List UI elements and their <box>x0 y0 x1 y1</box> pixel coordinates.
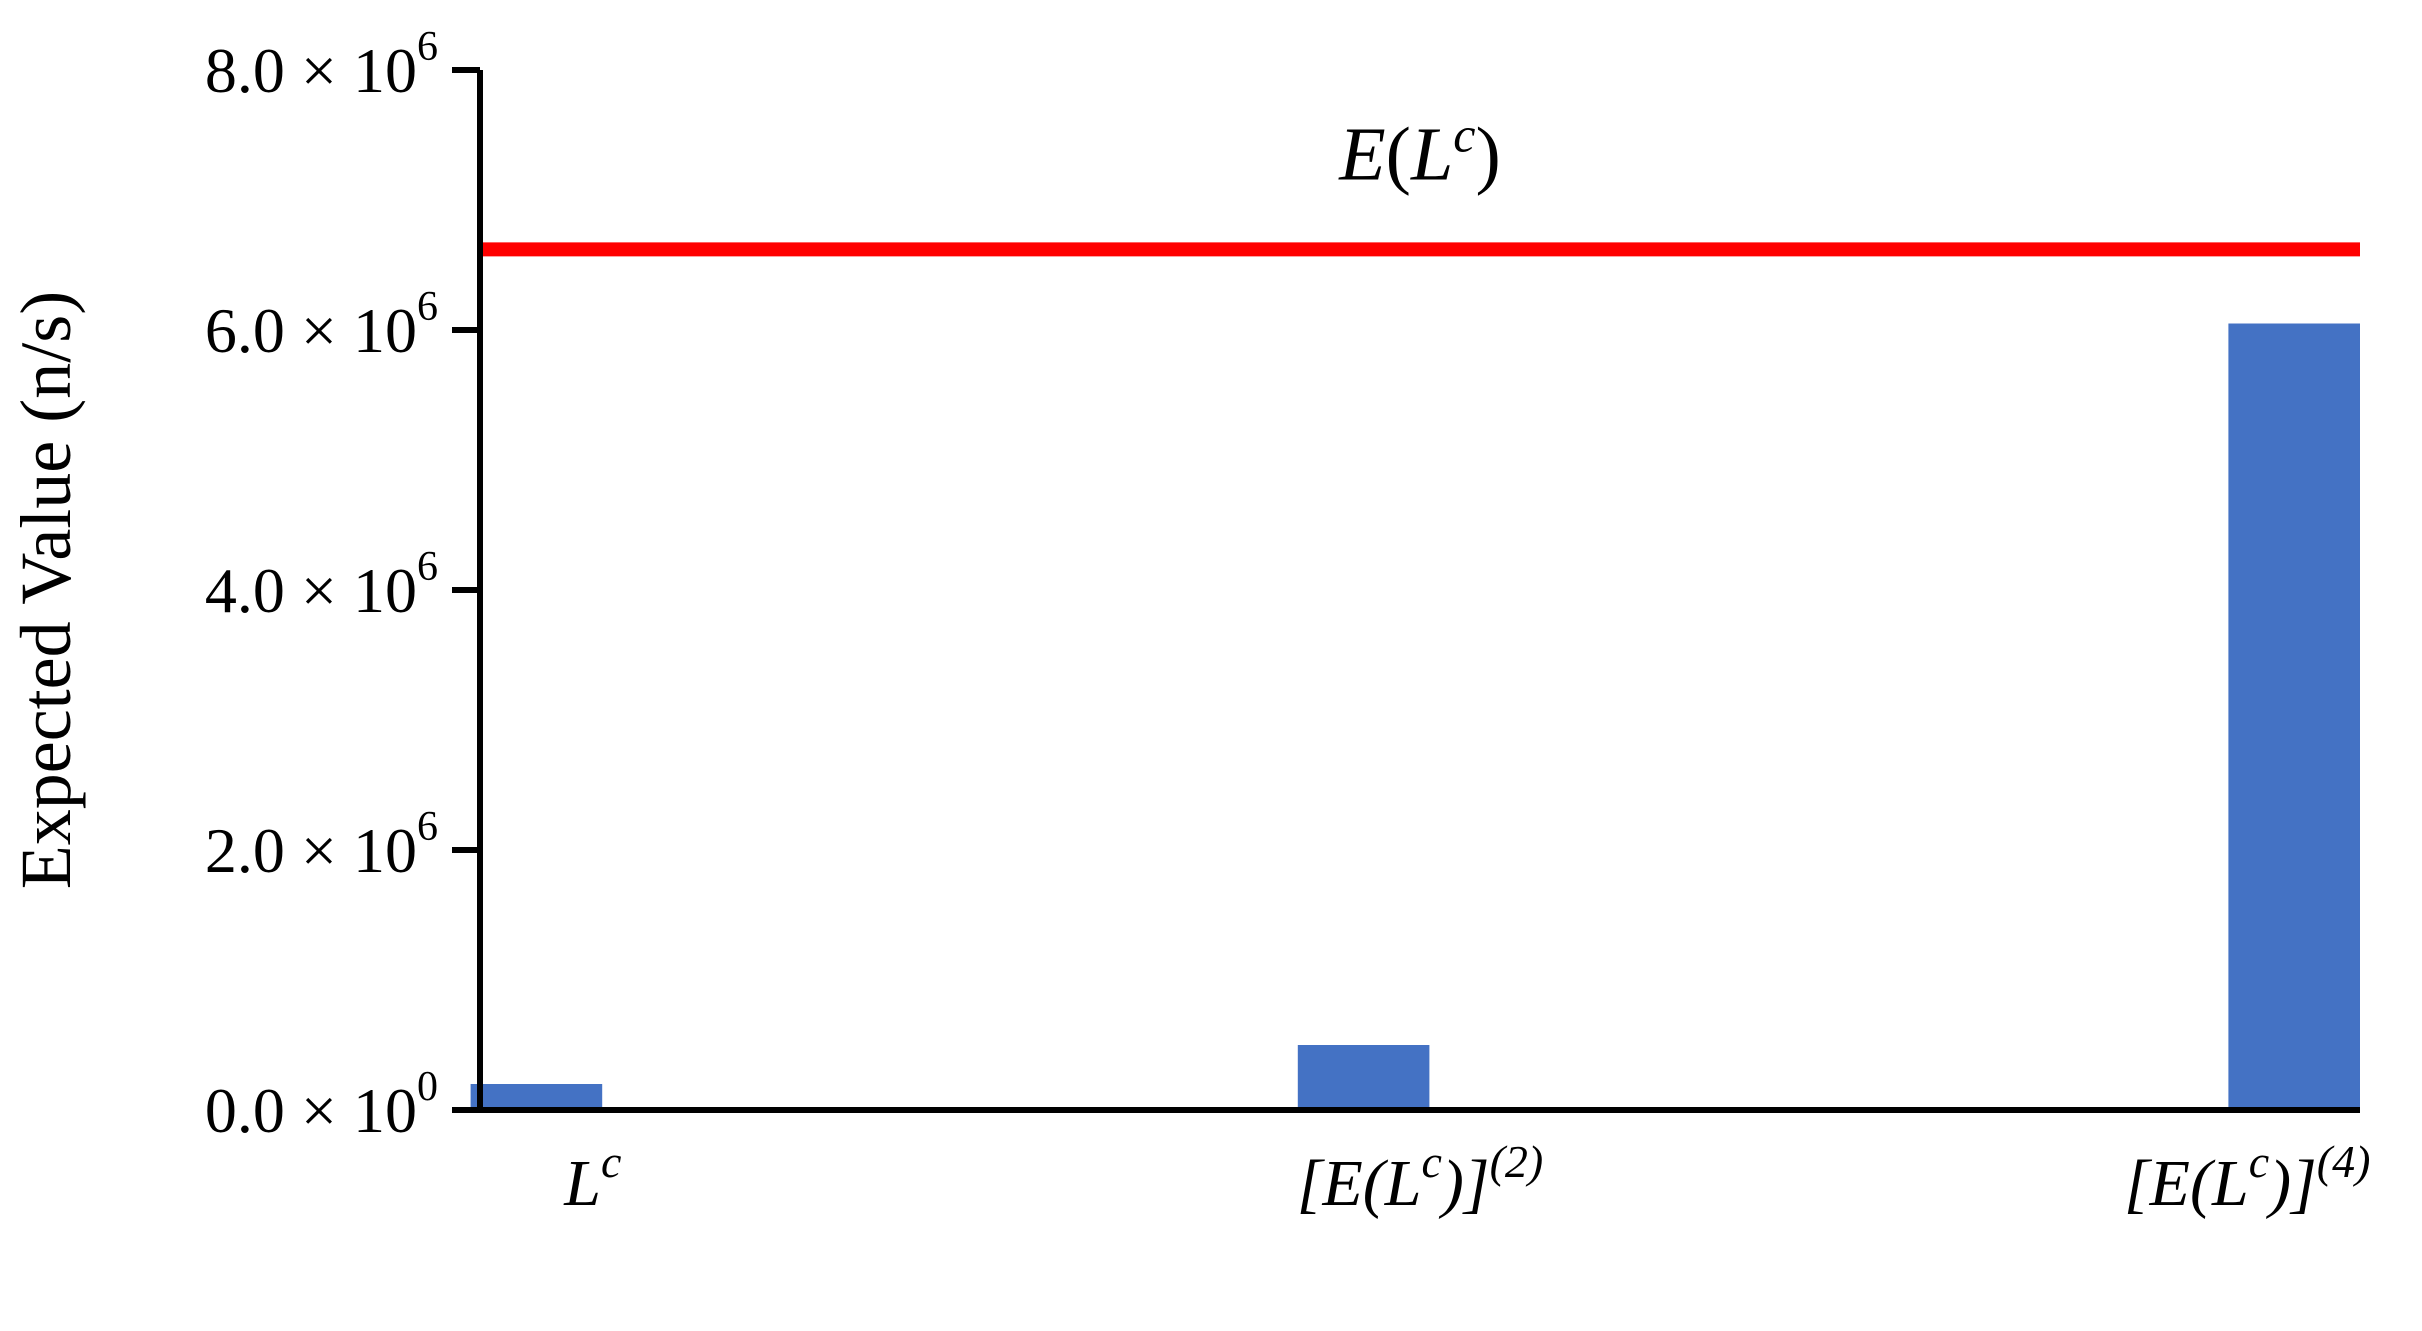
y-tick-label-4: 8.0 × 106 <box>205 24 438 106</box>
reference-line-label: E(Lc) <box>1338 106 1501 196</box>
bar-2 <box>2228 324 2360 1111</box>
y-tick-label-3: 6.0 × 106 <box>205 284 438 366</box>
y-tick-label-1: 2.0 × 106 <box>205 804 438 886</box>
bar-1 <box>1298 1045 1430 1110</box>
y-axis-label: Expected Value (n/s) <box>6 291 86 889</box>
y-tick-label-2: 4.0 × 106 <box>205 544 438 626</box>
y-tick-label-0: 0.0 × 100 <box>205 1064 438 1146</box>
bar-0 <box>471 1084 603 1110</box>
chart-container: E(Lc) 0.0 × 100 2.0 × 106 4.0 × 106 6.0 × 10… <box>0 0 2422 1331</box>
bar-chart: E(Lc) 0.0 × 100 2.0 × 106 4.0 × 106 6.0 × 10… <box>0 0 2422 1331</box>
